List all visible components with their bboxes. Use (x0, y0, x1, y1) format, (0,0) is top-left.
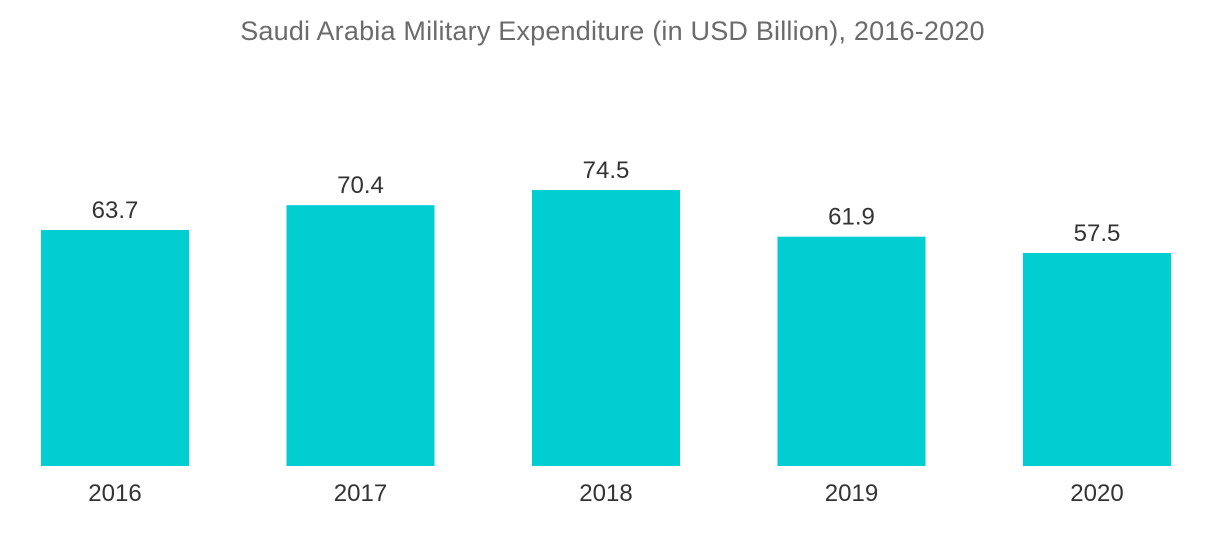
value-label-2020: 57.5 (1074, 220, 1121, 247)
value-label-2017: 70.4 (337, 172, 384, 199)
value-label-2018: 74.5 (583, 157, 630, 184)
bar-2017 (286, 205, 435, 466)
bars-group (41, 190, 1171, 466)
chart-title: Saudi Arabia Military Expenditure (in US… (240, 16, 985, 46)
bar-2018 (532, 190, 680, 466)
value-label-2016: 63.7 (92, 197, 139, 224)
x-tick-label-2019: 2019 (825, 480, 878, 507)
x-tick-label-2016: 2016 (88, 480, 141, 507)
bar-2019 (777, 236, 926, 466)
value-labels-group: 63.7 70.4 74.5 61.9 57.5 (92, 157, 1121, 247)
bar-2020 (1023, 252, 1171, 466)
x-tick-label-2017: 2017 (334, 480, 387, 507)
x-tick-label-2018: 2018 (579, 480, 632, 507)
x-tick-label-2020: 2020 (1070, 480, 1123, 507)
value-label-2019: 61.9 (828, 204, 875, 231)
x-axis-ticks: 2016 2017 2018 2019 2020 (88, 480, 1123, 507)
bar-2016 (41, 230, 189, 466)
